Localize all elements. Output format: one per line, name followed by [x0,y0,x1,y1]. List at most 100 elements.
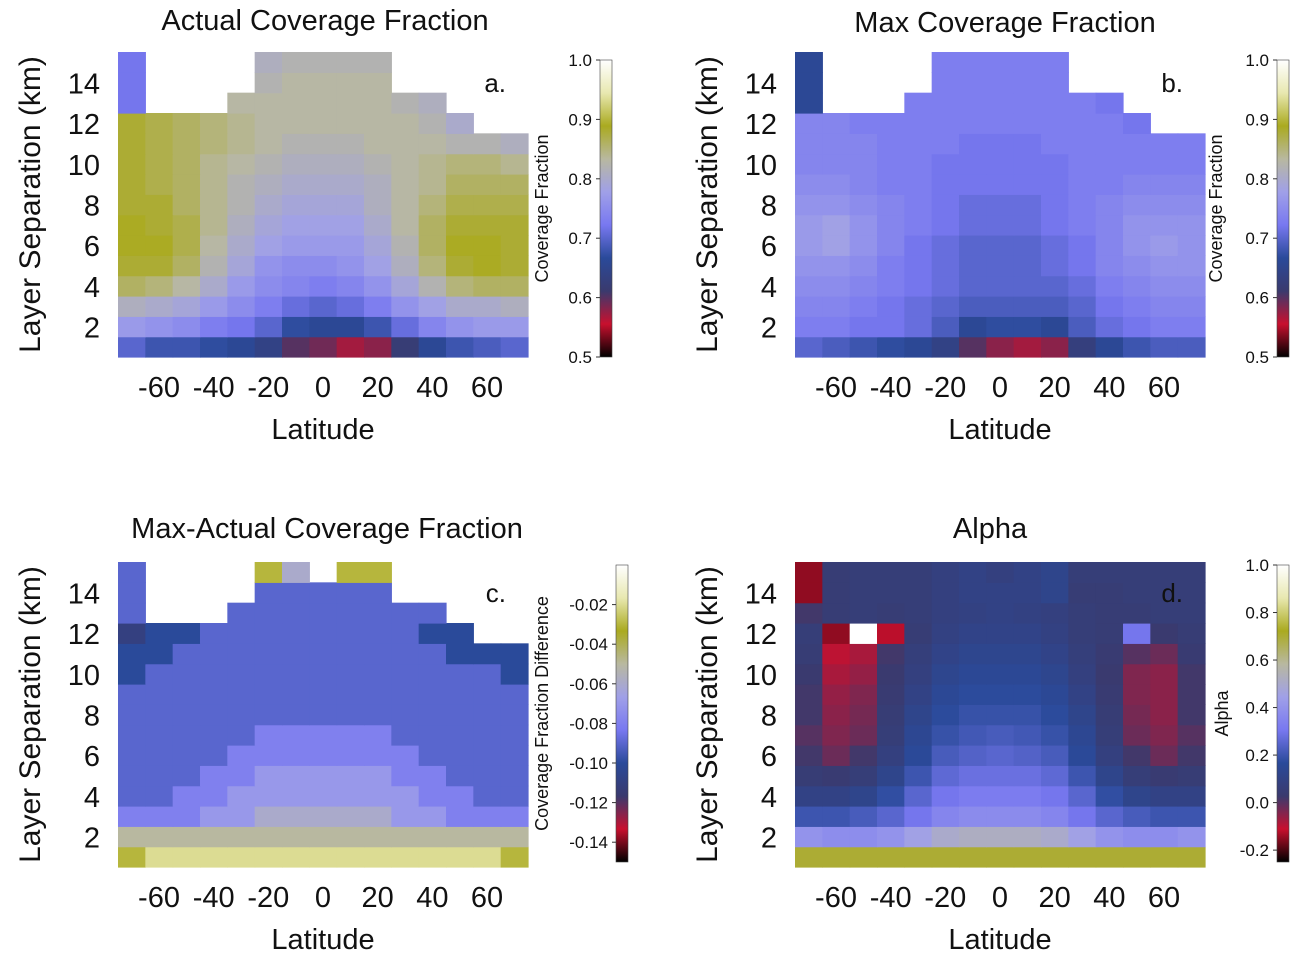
colorbar [615,564,629,863]
heatmap-cell [172,235,201,256]
heatmap-cell [795,806,823,827]
heatmap-cell [1095,235,1124,256]
heatmap-cell [931,194,960,216]
heatmap-cell [959,153,987,175]
heatmap-cell [1150,724,1179,746]
heatmap-cell [418,296,447,317]
heatmap-cell [200,296,228,317]
heatmap-cell [959,663,987,685]
y-tick-label: 10 [68,150,100,182]
heatmap-cell [1150,336,1179,358]
heatmap-cell [795,296,823,317]
heatmap-cell [1068,296,1097,317]
heatmap-cell [282,133,310,155]
heatmap-cell [282,255,310,277]
heatmap-cell [418,92,447,114]
heatmap-cell [1041,704,1069,726]
colorbar-tick-label: 0.0 [1245,794,1269,813]
heatmap-cell [145,194,174,216]
x-axis-label: Latitude [271,924,374,952]
heatmap-cell [364,52,392,73]
heatmap-cell [418,724,447,746]
heatmap-cell [1041,133,1069,155]
y-axis-label: Layer Separation (km) [14,566,47,863]
heatmap-cell [1013,582,1042,604]
heatmap-cell [1123,316,1151,338]
x-tick-label: 40 [416,882,448,914]
heatmap-cell [364,724,392,746]
heatmap-cell [849,663,878,685]
heatmap-cell [1041,745,1069,766]
heatmap-cell [473,194,502,216]
heatmap-cell [1123,785,1151,807]
heatmap-cell [1150,785,1179,807]
heatmap-cell [200,745,228,766]
heatmap-cell [391,214,420,236]
heatmap-cell [822,643,851,665]
heatmap-cell [118,133,146,155]
heatmap-cell [1095,846,1124,868]
heatmap-cell [200,623,228,644]
heatmap-cell [391,255,420,277]
heatmap-cell [1041,336,1069,358]
heatmap-cell [145,745,174,766]
heatmap-cell [145,643,174,665]
heatmap-cell [986,133,1015,155]
heatmap-cell [364,235,392,256]
heatmap-cell [145,806,174,827]
y-tick-label: 4 [84,782,100,814]
heatmap-cell [931,765,960,787]
colorbar-tick-label: 0.6 [1245,289,1269,308]
heatmap-cell [336,582,365,604]
heatmap-cell [931,296,960,317]
heatmap-cell [336,806,365,827]
heatmap-cell [227,174,256,195]
heatmap-cell [1150,133,1179,155]
heatmap-cell [364,174,392,195]
panel-label: c. [486,578,506,608]
heatmap-cell [1013,745,1042,766]
heatmap-cell [309,153,338,175]
panel-c: Max-Actual Coverage Fraction c. 2 4 6 8 10 12 14… [14,513,629,956]
heatmap-cell [500,275,529,297]
heatmap-cell [1068,113,1097,134]
heatmap-cell [282,582,310,604]
heatmap-cell [904,133,933,155]
panel-label: b. [1161,68,1183,98]
heatmap-cell [1177,235,1206,256]
heatmap-cell [118,765,146,787]
y-axis-label: Layer Separation (km) [14,56,47,353]
colorbar-tick-label: 0.5 [1245,348,1269,367]
heatmap-cell [1123,296,1151,317]
heatmap-cell [172,255,201,277]
panel-d: Alpha d. 2 4 6 8 10 12 14 -60 -40 -20 0 20 40 60 Layer S… [691,513,1290,956]
heatmap-cell [309,623,338,644]
heatmap-cell [931,235,960,256]
heatmap-cell [418,684,447,705]
heatmap-cell [336,562,365,583]
heatmap-cell [822,846,851,868]
heatmap-cell [877,113,905,134]
heatmap-cell [849,704,878,726]
heatmap-cell [1150,153,1179,175]
heatmap-cell [336,316,365,338]
heatmap-cell [200,316,228,338]
heatmap-cell [145,235,174,256]
heatmap-cell [1013,153,1042,175]
heatmap-cell [282,643,310,665]
heatmap-cell [1041,623,1069,644]
heatmap-cell [1068,785,1097,807]
heatmap-cells [118,52,529,358]
heatmap-cell [309,826,338,848]
heatmap-cell [822,153,851,175]
heatmap-cell [904,316,933,338]
heatmap-cell [118,113,146,134]
heatmap-cell [959,174,987,195]
heatmap-cell [1095,214,1124,236]
heatmap-cell [118,623,146,644]
heatmap-cell [1095,336,1124,358]
heatmap-cell [172,296,201,317]
heatmap-cell [822,745,851,766]
heatmap-cell [145,214,174,236]
